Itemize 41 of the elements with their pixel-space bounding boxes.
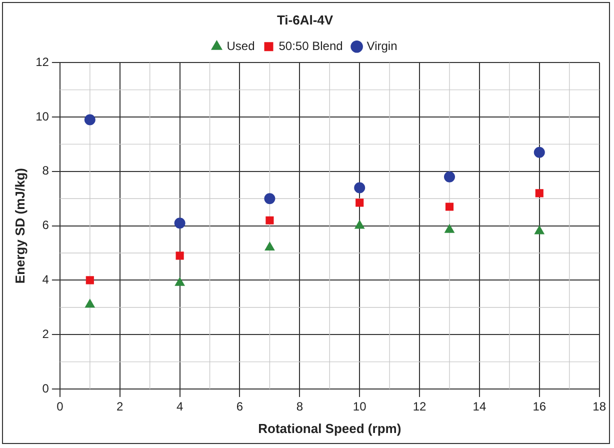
point bbox=[354, 220, 364, 229]
y-tick-label: 0 bbox=[42, 381, 50, 396]
y-tick-label: 10 bbox=[36, 109, 50, 124]
point bbox=[445, 202, 454, 211]
point bbox=[354, 182, 366, 194]
x-tick-label: 8 bbox=[296, 400, 304, 414]
point bbox=[176, 252, 184, 260]
legend-label: Virgin bbox=[366, 38, 398, 53]
x-tick-label: 18 bbox=[592, 400, 606, 414]
point bbox=[85, 299, 95, 308]
chart-title: Ti-6Al-4V bbox=[276, 12, 334, 28]
point bbox=[444, 171, 455, 182]
point bbox=[534, 226, 544, 234]
x-tick-label: 6 bbox=[236, 400, 244, 414]
point bbox=[84, 114, 96, 126]
x-tick-label: 14 bbox=[472, 400, 486, 414]
y-tick-label: 4 bbox=[42, 272, 50, 287]
point bbox=[264, 193, 276, 204]
legend-label: 50:50 Blend bbox=[278, 38, 343, 53]
x-tick-label: 12 bbox=[412, 400, 427, 414]
x-tick-label: 0 bbox=[56, 400, 64, 414]
y-tick-label: 6 bbox=[42, 218, 50, 232]
y-tick-label: 2 bbox=[42, 326, 50, 341]
point bbox=[174, 218, 186, 229]
x-tick-label: 4 bbox=[176, 400, 184, 414]
point bbox=[535, 189, 544, 198]
y-tick-label: 12 bbox=[36, 54, 50, 69]
y-axis-title: Energy SD (mJ/kg) bbox=[12, 168, 28, 284]
x-axis-title: Rotational Speed (rpm) bbox=[258, 420, 402, 436]
point bbox=[86, 276, 94, 284]
point bbox=[356, 198, 364, 207]
point bbox=[264, 242, 275, 251]
x-tick-label: 10 bbox=[352, 400, 367, 414]
x-tick-label: 16 bbox=[532, 400, 546, 414]
legend-label: Used bbox=[226, 38, 255, 53]
x-tick-label: 2 bbox=[116, 400, 124, 414]
point bbox=[444, 224, 454, 233]
y-tick-label: 8 bbox=[42, 164, 50, 178]
point bbox=[534, 146, 545, 158]
point bbox=[266, 216, 274, 224]
point bbox=[174, 277, 185, 286]
